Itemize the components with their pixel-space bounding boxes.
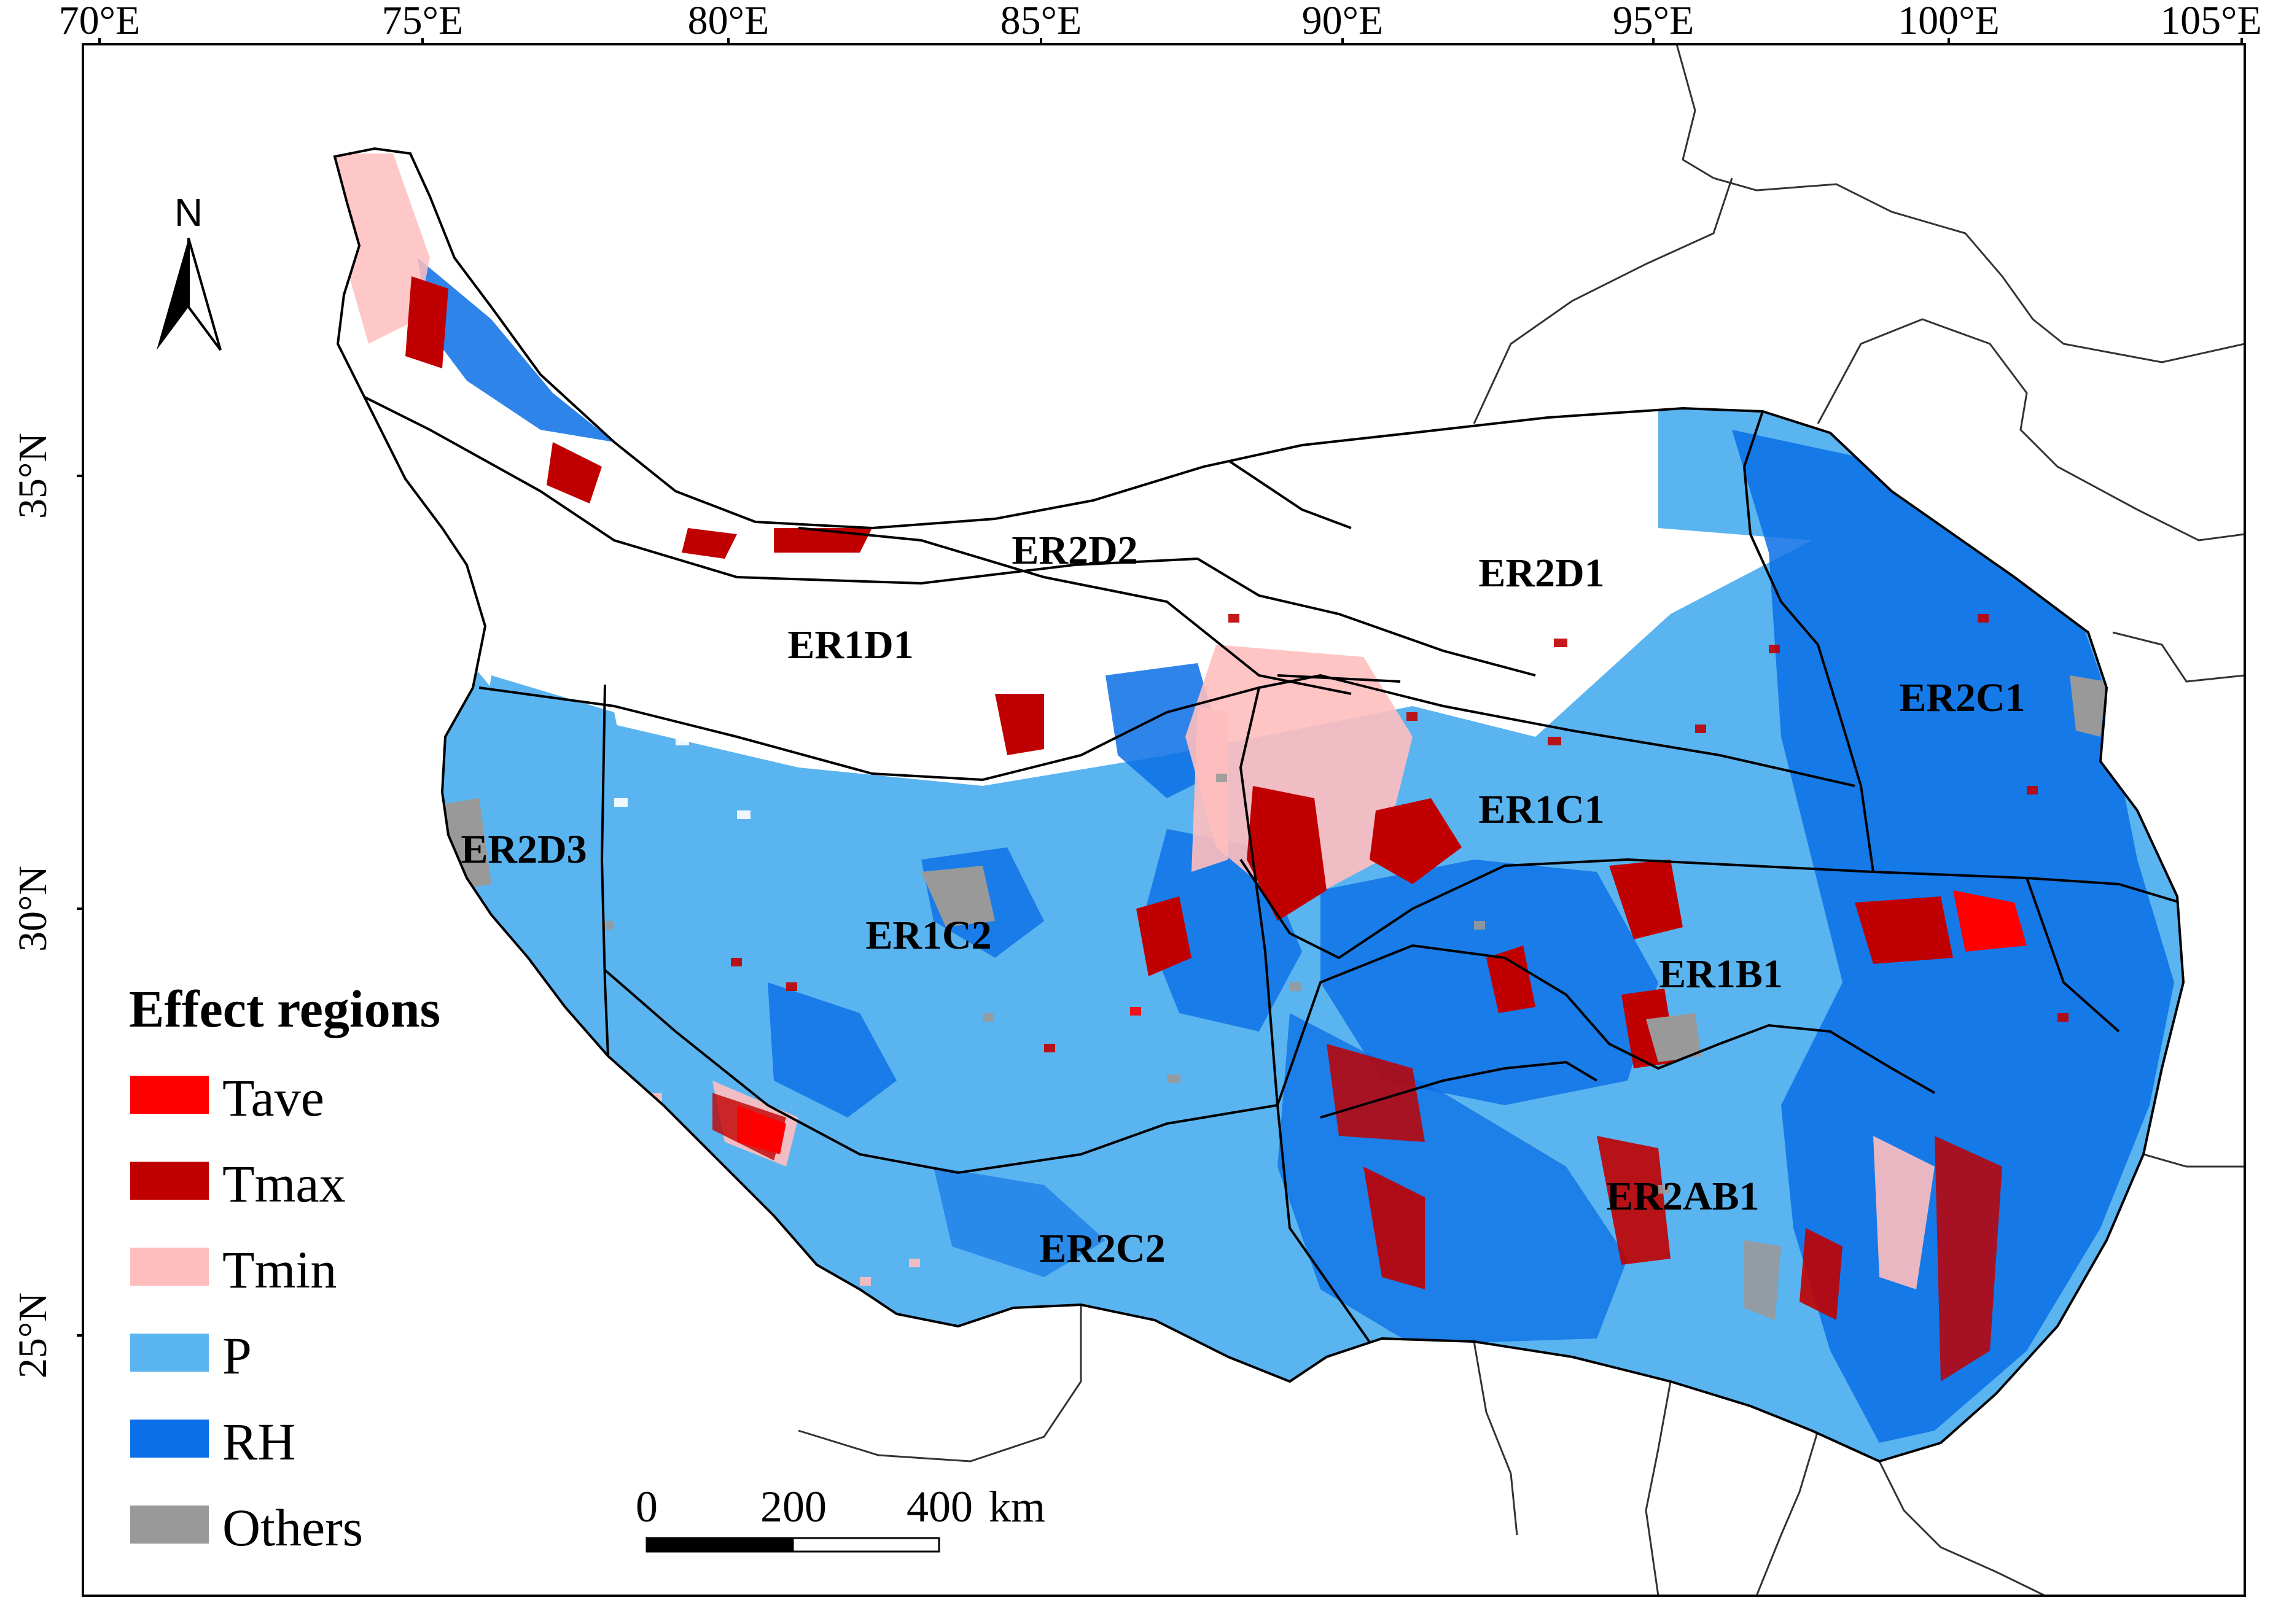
lon-tick-80: 80°E [688,0,770,43]
region-label-er2d2: ER2D2 [1012,528,1137,573]
legend-label-tmin: Tmin [222,1240,337,1299]
region-label-er2c2: ER2C2 [1039,1226,1165,1271]
legend-swatch-p [130,1334,209,1372]
legend-swatch-tave [130,1076,209,1114]
region-label-er1c1: ER1C1 [1478,787,1604,832]
region-label-er1d1: ER1D1 [787,623,913,667]
region-label-er1b1: ER1B1 [1659,952,1783,997]
scale-label-200: 200 [760,1482,827,1531]
north-arrow-icon [157,238,222,351]
legend-swatch-tmin [130,1248,209,1286]
region-label-er2c1: ER2C1 [1899,675,2025,720]
region-label-er1c2: ER1C2 [865,913,991,958]
legend-swatch-tmax [130,1162,209,1200]
plateau-boundary [333,147,2185,1463]
lat-tick-35: 35°N [10,433,55,519]
north-label: N [174,190,203,235]
lat-ticks [77,475,83,1337]
lat-tick-25: 25°N [10,1292,55,1378]
scale-segment-dark [645,1537,794,1553]
region-boundaries [356,336,2181,1352]
lon-ticks [98,38,2243,44]
lon-tick-90: 90°E [1302,0,1384,43]
lon-tick-95: 95°E [1613,0,1694,43]
scale-unit: km [989,1482,1045,1531]
legend-swatch-rh [130,1420,209,1458]
legend-title: Effect regions [129,979,440,1038]
lon-tick-100: 100°E [1898,0,2000,43]
lon-tick-75: 75°E [382,0,464,43]
legend-swatch-others [130,1506,209,1544]
legend-label-p: P [222,1326,252,1385]
scale-label-0: 0 [636,1482,658,1531]
legend-label-tmax: Tmax [222,1154,346,1213]
legend-label-tave: Tave [222,1068,324,1127]
region-label-er2d3: ER2D3 [461,827,587,872]
legend: Effect regions Tave Tmax Tmin P RH Other… [129,979,440,1557]
scale-bar: 0 200 400 km [636,1482,1045,1553]
north-arrow: N [157,190,222,351]
scale-segment-light [792,1537,940,1553]
legend-label-others: Others [222,1498,363,1557]
region-label-er2ab1: ER2AB1 [1606,1174,1759,1219]
lon-tick-105: 105°E [2160,0,2262,43]
lon-tick-85: 85°E [1000,0,1082,43]
region-label-er2d1: ER2D1 [1478,551,1604,596]
lat-tick-30: 30°N [10,866,55,952]
lon-tick-70: 70°E [59,0,141,43]
map-frame [82,43,2246,1597]
plateau-raster [335,149,2183,1461]
legend-label-rh: RH [222,1412,295,1471]
scale-label-400: 400 [907,1482,973,1531]
